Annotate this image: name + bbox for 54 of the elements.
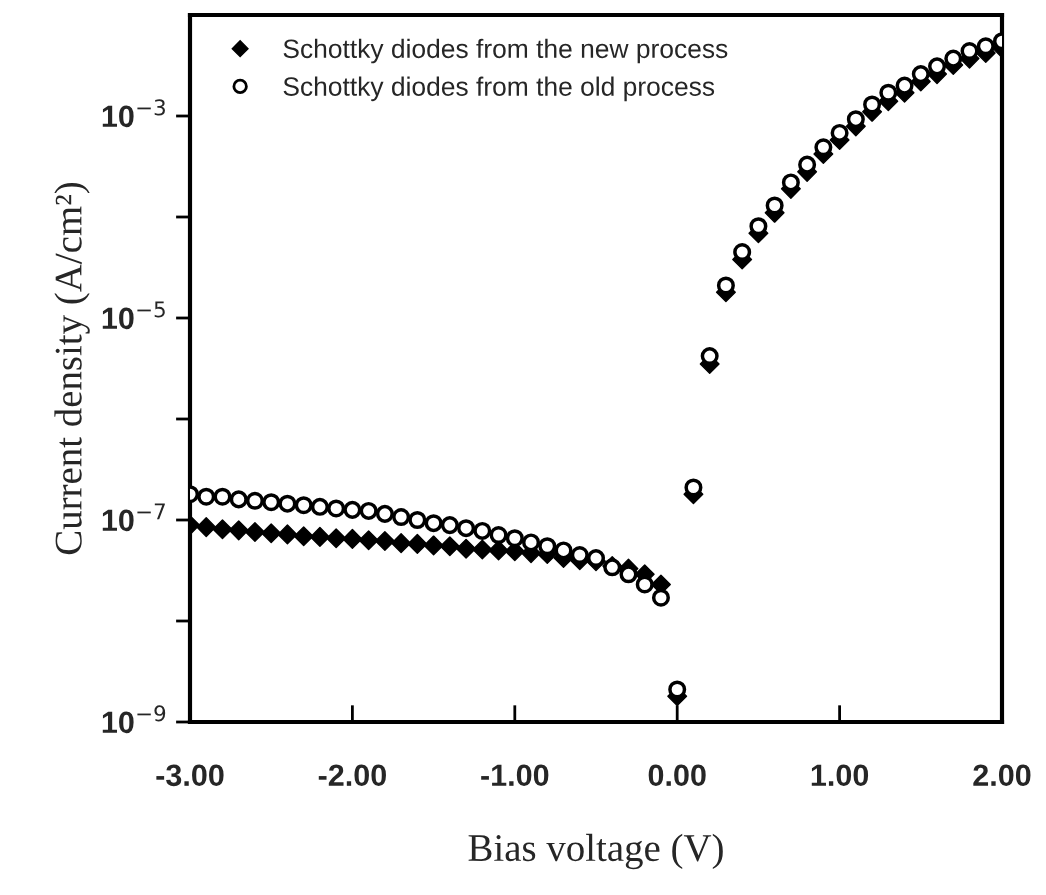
point [359,501,378,520]
point [488,540,509,561]
point [293,526,314,547]
x-tick-label: 1.00 [811,764,869,787]
point [277,524,298,545]
point [440,516,459,535]
x-tick-label: 2.00 [973,764,1031,787]
point [261,523,282,544]
point [423,535,444,556]
point [229,490,248,509]
point [244,522,265,543]
point [407,533,428,554]
y-tick-label: 10$^{−9}$ [102,705,166,734]
point [472,539,493,560]
y-tick-label: 10$^{−3}$ [102,99,165,128]
point [245,491,264,510]
point [473,521,492,540]
x-axis-title: Bias voltage (V) [468,833,723,870]
point [310,497,329,516]
point [424,514,443,533]
point [358,530,379,551]
point [457,519,476,538]
point [505,529,524,548]
point [213,487,232,506]
legend-label: Schottky diodes from the old process [283,76,715,102]
point [342,528,363,549]
point [228,520,249,541]
point [439,536,460,557]
point [197,487,216,506]
point [391,533,412,554]
x-tick-label: -3.00 [156,764,224,787]
y-tick-label: 10$^{−5}$ [102,301,165,330]
point [326,528,347,549]
point [294,496,313,515]
point [456,538,477,559]
point [212,519,233,540]
x-tick-label: 0.00 [648,764,706,787]
point [262,493,281,512]
legend-label: Schottky diodes from the new process [283,38,728,64]
point [343,500,362,519]
point [392,508,411,527]
point [196,517,217,538]
y-tick-label: 10$^{−7}$ [102,503,165,532]
x-tick-label: -2.00 [318,764,386,787]
point [489,526,508,545]
point [408,510,427,530]
y-axis-title: Current density (A/cm²) [54,182,90,555]
point [651,588,670,607]
point [375,504,394,523]
point [327,499,346,518]
x-tick-label: -1.00 [481,764,549,787]
point [374,530,395,551]
point [278,494,297,513]
point [309,526,330,547]
